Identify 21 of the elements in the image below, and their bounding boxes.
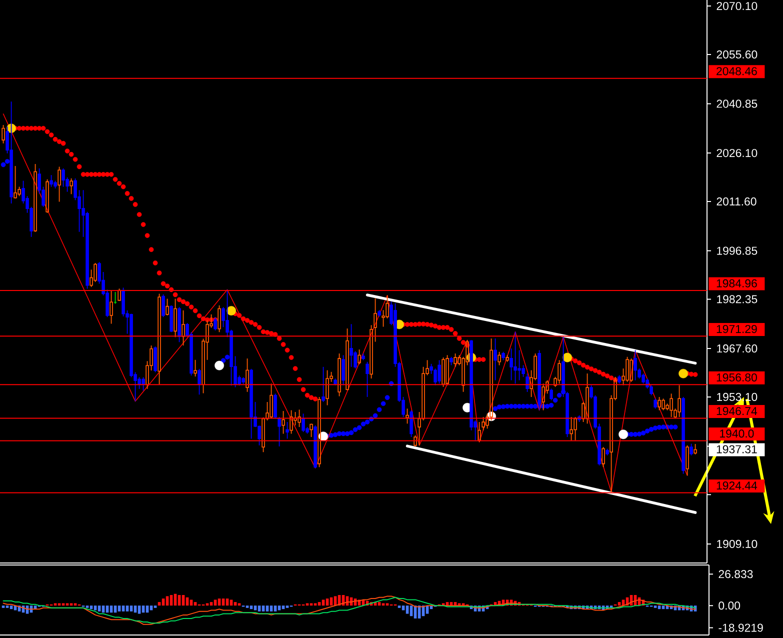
ref-line-label: 1940.0 [720,430,754,438]
y-tick-label: -18.9219 [718,624,763,632]
y-tick-label: 2070.10 [716,2,758,10]
ref-line-label: 1984.96 [716,279,757,288]
ref-line-label: 2048.46 [716,67,757,76]
y-tick-label: 2040.85 [716,100,758,108]
y-tick-label: 0.00 [718,602,740,610]
y-tick-label: 1996.85 [717,246,758,255]
y-tick-label: 1909.10 [717,540,758,548]
y-tick-label: 2055.60 [716,50,758,59]
y-tick-label: 26.833 [718,570,753,578]
y-tick-label: 2011.60 [716,197,756,206]
ref-line-label: 1924.44 [716,482,758,490]
y-tick-label: 1953.10 [717,392,758,401]
ref-line-label: 1946.74 [716,406,758,416]
ref-line-label: 1971.29 [716,324,757,334]
y-tick-label: 1967.60 [717,344,758,353]
ref-line-label: 1956.80 [716,373,757,382]
y-tick-label: 1982.35 [717,295,758,304]
text: 1937.31 [716,445,757,454]
y-tick-label: 2026.10 [716,148,758,158]
